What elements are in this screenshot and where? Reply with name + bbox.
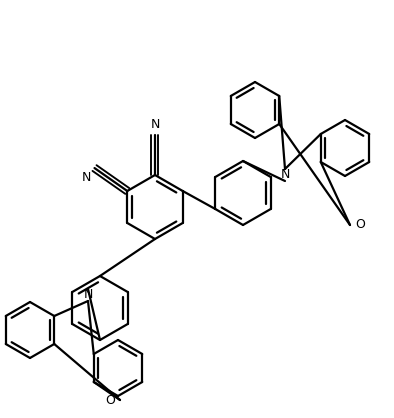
Text: N: N	[83, 288, 93, 301]
Text: O: O	[105, 393, 115, 406]
Text: N: N	[82, 171, 91, 184]
Text: O: O	[355, 219, 365, 232]
Text: N: N	[151, 118, 160, 131]
Text: N: N	[280, 168, 290, 181]
